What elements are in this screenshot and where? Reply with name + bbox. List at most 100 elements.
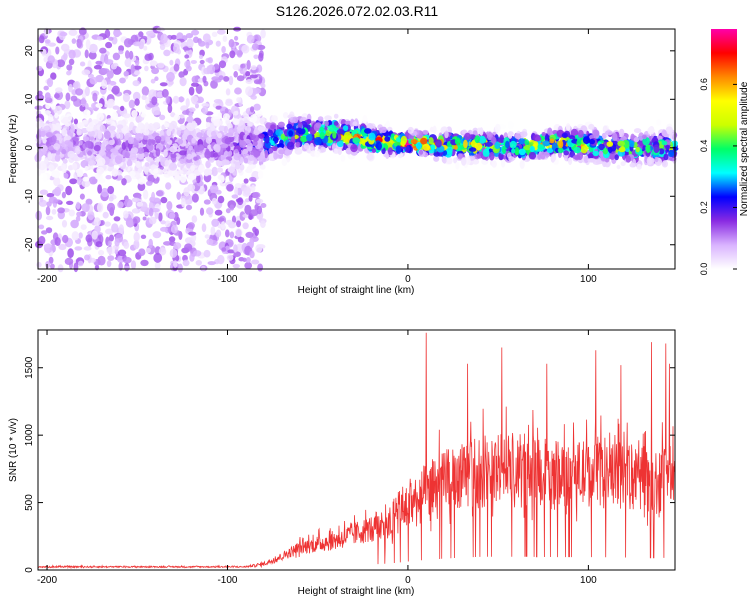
spectrogram-cell (254, 204, 259, 211)
spectrogram-cell (117, 249, 127, 257)
spectrogram-cell (344, 131, 352, 140)
spectrogram-cell (97, 157, 106, 166)
spectrogram-cell (218, 75, 224, 81)
spectrogram-cell (148, 216, 157, 225)
spectrogram-cell (619, 128, 625, 137)
spectrogram-cell (546, 147, 554, 153)
spectrogram-cell (84, 140, 92, 148)
spectrogram-cell (207, 57, 213, 64)
spectrogram-cell (191, 29, 200, 36)
spectrogram-cell (380, 126, 387, 133)
spectrogram-cell (457, 153, 463, 160)
spectrogram-cell (558, 140, 564, 149)
spectrogram-cell (113, 216, 121, 222)
spectrogram-cell (112, 105, 120, 110)
spectrogram-cell (55, 150, 61, 156)
spectrogram-cell (163, 149, 168, 158)
spectrogram-cell (105, 175, 112, 180)
spectrogram-cell (109, 125, 116, 131)
spectrogram-cell (645, 145, 651, 154)
spectrogram-cell (203, 199, 211, 205)
spectrogram-cell (188, 173, 197, 180)
spectrogram-cell (177, 138, 184, 145)
spectrogram-cell (592, 129, 600, 137)
spectrogram-cell (138, 41, 144, 50)
spectrogram-cell (164, 122, 170, 128)
spectrogram-cell (242, 257, 247, 262)
spectrogram-cell (229, 204, 235, 211)
spectrogram-cell (333, 121, 339, 126)
spectrogram-cell (117, 201, 124, 209)
spectrogram-cell (221, 247, 227, 252)
spectrogram-cell (154, 135, 162, 142)
spectrogram-cell (111, 168, 119, 177)
spectrogram-cell (636, 163, 642, 170)
spectrogram-cell (205, 148, 210, 156)
spectrogram-cell (337, 147, 342, 156)
spectrogram-cell (282, 112, 289, 119)
spectrogram-cell (81, 69, 91, 76)
spectrogram-cell (166, 71, 175, 82)
spectrogram-cell (455, 161, 460, 170)
spectrogram-cell (68, 29, 78, 36)
spectrogram-cell (237, 236, 245, 243)
spectrogram-cell (104, 59, 114, 65)
spectrogram-cell (549, 138, 555, 144)
spectrogram-cell (344, 120, 352, 126)
spectrogram-cell (64, 140, 72, 145)
spectrogram-cell (235, 229, 242, 237)
spectrogram-cell (76, 211, 82, 217)
spectrogram-cell (196, 132, 203, 138)
spectrogram-cell (442, 156, 447, 164)
spectrogram-cell (250, 94, 257, 100)
spectrogram-cell (113, 150, 119, 156)
x-tick-label: 100 (580, 274, 597, 285)
spectrogram-cell (116, 124, 124, 129)
spectrogram-cell (242, 148, 249, 155)
snr-y-axis-label: SNR (10 * v/v) (8, 418, 19, 482)
y-tick-label: 20 (24, 45, 35, 57)
spectrogram-cell (138, 248, 146, 256)
spectrogram-cell (47, 42, 57, 47)
spectrogram-cell (206, 207, 214, 215)
spectrogram-cell (514, 133, 522, 140)
spectrogram-cell (150, 78, 156, 84)
spectrogram-cell (211, 218, 220, 227)
spectrogram-cell (73, 118, 78, 125)
spectrogram-cell (668, 151, 675, 157)
spectrogram-cell (224, 108, 229, 114)
spectrogram-cell (96, 112, 105, 122)
spectrogram-cell (582, 136, 591, 145)
spectrogram-cell (218, 60, 227, 69)
spectrogram-cell (210, 80, 218, 89)
spectrogram-cell (165, 182, 172, 190)
spectrogram-cell (163, 49, 171, 57)
spectrogram-cell (34, 105, 43, 110)
spectrogram-cell (160, 226, 168, 232)
spectrogram-cell (112, 52, 121, 61)
spectrogram-cell (105, 228, 114, 235)
spectrogram-cell (362, 115, 368, 124)
spectrogram-cell (147, 138, 152, 146)
spectrogram-cell (225, 100, 233, 106)
x-tick-label: 0 (405, 575, 411, 586)
colorbar-tick-label: 0.4 (699, 140, 709, 153)
spectrogram-cell (51, 135, 57, 143)
spectrogram-cell (93, 217, 101, 227)
spectrogram-cell (128, 116, 135, 122)
spectrogram-cell (146, 180, 153, 186)
spectrogram-cell (236, 220, 241, 228)
spectrogram-cell (128, 99, 136, 109)
spectrogram-cell (116, 174, 123, 181)
spectrogram-cell (118, 50, 124, 55)
spectrogram-cell (210, 130, 217, 137)
spectrogram-cell (568, 157, 573, 165)
spectrogram-cell (40, 130, 46, 137)
spectrogram-cell (118, 45, 125, 52)
spectrogram-cell (250, 106, 255, 113)
spectrogram-cell (87, 210, 95, 221)
spectrogram-cell (51, 208, 57, 215)
spectrogram-cell (395, 145, 402, 155)
spectrogram-cell (233, 71, 238, 78)
spectrogram-cell (130, 147, 139, 154)
